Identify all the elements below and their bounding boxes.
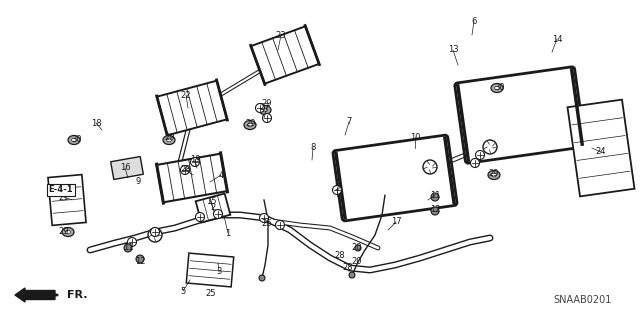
- Circle shape: [423, 160, 437, 174]
- Circle shape: [262, 114, 271, 122]
- Bar: [111, 157, 143, 180]
- Text: 5: 5: [334, 183, 340, 192]
- Bar: [186, 253, 234, 287]
- Bar: [568, 100, 634, 197]
- Text: 28: 28: [180, 166, 191, 174]
- Text: 27: 27: [260, 102, 270, 112]
- Text: 1: 1: [225, 228, 230, 238]
- Text: 17: 17: [390, 218, 401, 226]
- Circle shape: [255, 103, 264, 113]
- Text: SNAAB0201: SNAAB0201: [554, 295, 612, 305]
- Text: 16: 16: [120, 164, 131, 173]
- Ellipse shape: [163, 136, 175, 145]
- Text: 29: 29: [262, 100, 272, 108]
- Text: 14: 14: [552, 34, 563, 43]
- Ellipse shape: [492, 173, 497, 177]
- Text: 26: 26: [262, 219, 272, 228]
- Circle shape: [470, 159, 479, 167]
- Text: 18: 18: [91, 118, 101, 128]
- Circle shape: [259, 213, 269, 222]
- Text: 2: 2: [211, 204, 216, 212]
- Circle shape: [476, 151, 484, 160]
- Circle shape: [195, 212, 205, 221]
- Ellipse shape: [262, 108, 268, 112]
- Text: 15: 15: [205, 197, 216, 206]
- Text: 24: 24: [596, 147, 606, 157]
- Text: 29: 29: [246, 118, 256, 128]
- Ellipse shape: [488, 170, 500, 180]
- Text: 7: 7: [346, 117, 352, 127]
- Bar: [48, 174, 86, 226]
- Text: 10: 10: [410, 132, 420, 142]
- Text: 12: 12: [429, 205, 440, 214]
- Text: 20: 20: [352, 256, 362, 265]
- Text: 6: 6: [471, 17, 477, 26]
- Text: 29: 29: [59, 227, 69, 236]
- Text: 21: 21: [59, 192, 69, 202]
- Text: 8: 8: [310, 144, 316, 152]
- Bar: [196, 194, 230, 223]
- Ellipse shape: [68, 136, 80, 145]
- Text: FR.: FR.: [67, 290, 88, 300]
- FancyBboxPatch shape: [333, 135, 457, 221]
- Text: 13: 13: [448, 46, 458, 55]
- Circle shape: [148, 228, 162, 242]
- Ellipse shape: [65, 230, 70, 234]
- Ellipse shape: [259, 106, 271, 115]
- FancyBboxPatch shape: [455, 67, 585, 163]
- Ellipse shape: [72, 138, 76, 142]
- Text: 28: 28: [342, 263, 353, 272]
- Circle shape: [214, 210, 223, 219]
- Bar: [157, 81, 227, 135]
- Bar: [251, 26, 319, 84]
- Circle shape: [483, 140, 497, 154]
- Text: E-4-1: E-4-1: [49, 186, 74, 195]
- Text: 11: 11: [123, 242, 133, 251]
- Circle shape: [150, 227, 159, 236]
- Text: 25: 25: [205, 290, 216, 299]
- Text: 23: 23: [276, 31, 286, 40]
- Text: 28: 28: [335, 250, 346, 259]
- Circle shape: [136, 255, 144, 263]
- Ellipse shape: [248, 123, 252, 127]
- Text: 9: 9: [136, 177, 141, 187]
- Text: 29: 29: [489, 168, 499, 177]
- Circle shape: [355, 245, 361, 251]
- Text: 22: 22: [180, 91, 191, 100]
- Circle shape: [259, 275, 265, 281]
- Circle shape: [275, 220, 285, 229]
- Text: 11: 11: [429, 190, 440, 199]
- Text: 20: 20: [352, 243, 362, 253]
- Circle shape: [431, 207, 439, 215]
- Ellipse shape: [166, 138, 172, 142]
- Circle shape: [349, 272, 355, 278]
- FancyArrow shape: [15, 288, 55, 302]
- Circle shape: [127, 238, 136, 247]
- Text: 5: 5: [180, 286, 186, 295]
- Circle shape: [191, 158, 200, 167]
- Text: 29: 29: [164, 133, 175, 143]
- Text: 19: 19: [189, 155, 200, 165]
- Circle shape: [180, 166, 189, 174]
- Text: 30: 30: [72, 136, 83, 145]
- Ellipse shape: [495, 86, 499, 90]
- Circle shape: [333, 186, 342, 195]
- Bar: [157, 154, 227, 202]
- Ellipse shape: [244, 121, 256, 130]
- Ellipse shape: [491, 84, 503, 93]
- Circle shape: [431, 193, 439, 201]
- Circle shape: [124, 244, 132, 252]
- Text: 3: 3: [216, 268, 221, 277]
- Text: 30: 30: [495, 83, 506, 92]
- Ellipse shape: [62, 227, 74, 236]
- Text: 12: 12: [135, 256, 145, 265]
- Text: 4: 4: [218, 170, 223, 180]
